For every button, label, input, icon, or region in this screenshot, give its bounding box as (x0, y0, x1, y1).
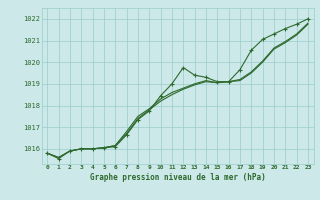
X-axis label: Graphe pression niveau de la mer (hPa): Graphe pression niveau de la mer (hPa) (90, 173, 266, 182)
